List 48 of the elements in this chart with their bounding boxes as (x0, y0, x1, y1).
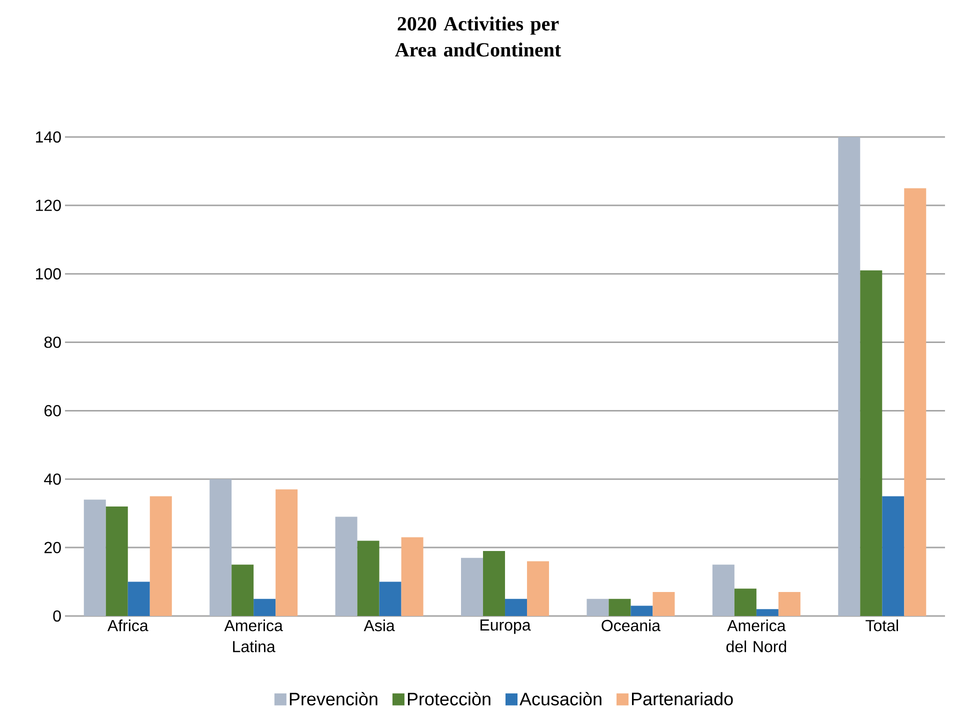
bar (586, 598, 609, 616)
y-tick-label: 80 (44, 336, 61, 348)
bar (84, 500, 106, 616)
x-tick-label: Oceania (602, 620, 661, 632)
bar (401, 537, 424, 616)
bar (734, 588, 756, 616)
bar (860, 270, 882, 616)
bar (210, 479, 232, 616)
bar (838, 136, 860, 616)
bar (254, 598, 276, 616)
bar (461, 558, 484, 616)
y-tick-label: 20 (44, 542, 61, 554)
bar (357, 540, 380, 616)
bar (276, 489, 298, 616)
bar (335, 516, 358, 616)
bar (756, 609, 778, 616)
x-tick-label: Total (866, 620, 898, 632)
bar (483, 550, 506, 616)
bar (128, 582, 150, 616)
bar (904, 188, 926, 616)
x-tick-label: Asia (364, 620, 395, 632)
bar (527, 561, 550, 616)
bar (379, 582, 402, 616)
y-tick-label: 60 (44, 405, 61, 416)
legend-label: Protecciòn (408, 692, 490, 706)
bar (150, 496, 172, 616)
bar (608, 598, 631, 616)
bar (505, 598, 528, 616)
bar (712, 564, 734, 616)
bar (630, 606, 653, 616)
bar (882, 496, 904, 616)
x-tick-label: America del Nord (726, 620, 786, 652)
legend-label: Acusaciòn (520, 692, 602, 706)
y-tick-label: 100 (36, 268, 61, 280)
y-tick-label: 120 (36, 200, 61, 212)
x-tick-label: America Latina (224, 620, 283, 652)
chart-title: 2020 Activities per Area andContinent (395, 16, 562, 57)
bar (106, 506, 128, 616)
bar (652, 592, 675, 616)
x-tick-label: Europa (480, 619, 531, 634)
bar (232, 564, 254, 616)
legend-label: Partenariado (632, 692, 733, 706)
y-tick-label: 40 (44, 473, 61, 485)
y-tick-label: 140 (36, 131, 61, 143)
x-tick-label: Africa (107, 620, 148, 632)
legend-label: Prevenciòn (290, 692, 378, 706)
bar (778, 592, 800, 616)
y-tick-label: 0 (53, 610, 61, 622)
